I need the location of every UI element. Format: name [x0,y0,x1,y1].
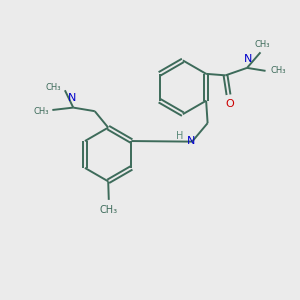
Text: CH₃: CH₃ [271,66,286,75]
Text: CH₃: CH₃ [100,205,118,215]
Text: CH₃: CH₃ [254,40,270,50]
Text: CH₃: CH₃ [46,83,61,92]
Text: O: O [226,99,234,109]
Text: H: H [176,131,184,141]
Text: CH₃: CH₃ [33,107,49,116]
Text: N: N [244,54,252,64]
Text: N: N [68,93,76,103]
Text: N: N [186,136,195,146]
